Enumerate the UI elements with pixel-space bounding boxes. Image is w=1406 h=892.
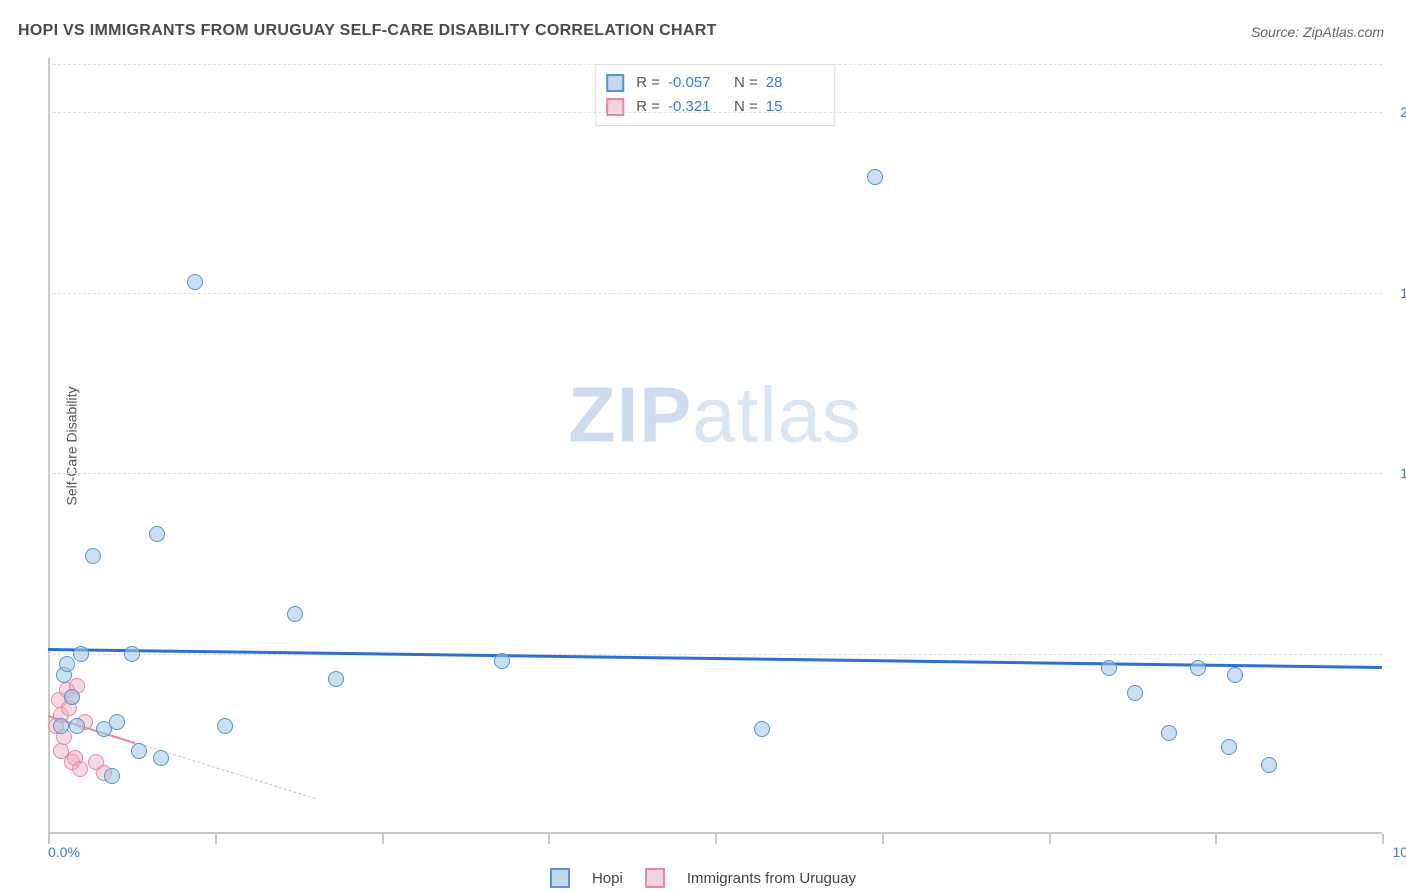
data-point xyxy=(131,743,147,759)
data-point xyxy=(69,718,85,734)
data-point xyxy=(217,718,233,734)
data-point xyxy=(1127,685,1143,701)
stat-value-n-uruguay: 15 xyxy=(766,95,820,119)
x-tick xyxy=(48,834,50,844)
x-tick xyxy=(382,834,384,844)
stat-value-r-hopi: -0.057 xyxy=(668,71,722,95)
data-point xyxy=(1221,739,1237,755)
data-point xyxy=(85,548,101,564)
stat-value-n-hopi: 28 xyxy=(766,71,820,95)
stat-label-r: R = xyxy=(636,95,660,119)
correlation-stats-box: R = -0.057 N = 28 R = -0.321 N = 15 xyxy=(595,64,835,126)
swatch-pink-icon xyxy=(645,868,665,888)
data-point xyxy=(59,656,75,672)
scatter-plot-area: ZIPatlas R = -0.057 N = 28 R = -0.321 N … xyxy=(48,58,1382,834)
data-point xyxy=(1261,757,1277,773)
x-tick xyxy=(1215,834,1217,844)
stat-value-r-uruguay: -0.321 xyxy=(668,95,722,119)
chart-title: HOPI VS IMMIGRANTS FROM URUGUAY SELF-CAR… xyxy=(18,22,717,40)
trend-line xyxy=(48,648,1382,669)
data-point xyxy=(867,169,883,185)
x-tick xyxy=(1049,834,1051,844)
gridline xyxy=(48,112,1382,113)
legend-label-hopi: Hopi xyxy=(592,870,623,887)
stats-row-hopi: R = -0.057 N = 28 xyxy=(606,71,820,95)
gridline xyxy=(48,64,1382,65)
x-tick xyxy=(1382,834,1384,844)
data-point xyxy=(109,714,125,730)
source-attribution: Source: ZipAtlas.com xyxy=(1251,24,1384,40)
series-legend: Hopi Immigrants from Uruguay xyxy=(550,868,856,888)
x-tick-label-max: 100.0% xyxy=(1388,844,1406,860)
y-tick-label: 5.0% xyxy=(1388,646,1406,662)
data-point xyxy=(1161,725,1177,741)
data-point xyxy=(104,768,120,784)
stats-row-uruguay: R = -0.321 N = 15 xyxy=(606,95,820,119)
y-tick-label: 15.0% xyxy=(1388,285,1406,301)
data-point xyxy=(153,750,169,766)
x-tick xyxy=(882,834,884,844)
stat-label-r: R = xyxy=(636,71,660,95)
swatch-pink-icon xyxy=(606,98,624,116)
y-tick-label: 10.0% xyxy=(1388,465,1406,481)
data-point xyxy=(328,671,344,687)
x-tick xyxy=(548,834,550,844)
data-point xyxy=(64,689,80,705)
data-point xyxy=(149,526,165,542)
data-point xyxy=(1190,660,1206,676)
x-tick xyxy=(215,834,217,844)
data-point xyxy=(53,718,69,734)
gridline xyxy=(48,473,1382,474)
swatch-blue-icon xyxy=(606,74,624,92)
data-point xyxy=(187,274,203,290)
watermark: ZIPatlas xyxy=(568,369,862,460)
data-point xyxy=(754,721,770,737)
legend-label-uruguay: Immigrants from Uruguay xyxy=(687,870,856,887)
data-point xyxy=(494,653,510,669)
data-point xyxy=(124,646,140,662)
data-point xyxy=(287,606,303,622)
swatch-blue-icon xyxy=(550,868,570,888)
y-tick-label: 20.0% xyxy=(1388,104,1406,120)
x-tick-label-min: 0.0% xyxy=(48,844,80,860)
data-point xyxy=(73,646,89,662)
gridline xyxy=(48,293,1382,294)
data-point xyxy=(1227,667,1243,683)
x-tick xyxy=(715,834,717,844)
stat-label-n: N = xyxy=(734,95,758,119)
data-point xyxy=(72,761,88,777)
data-point xyxy=(1101,660,1117,676)
stat-label-n: N = xyxy=(734,71,758,95)
